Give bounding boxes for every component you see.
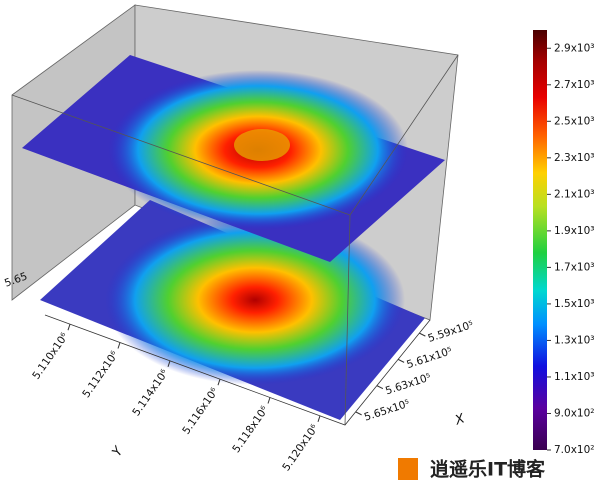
- bottom-surface-peak: [105, 215, 405, 385]
- y-tick: [67, 324, 71, 331]
- colorbar-tick-label: 2.3x10³: [554, 152, 594, 164]
- y-tick-label: 5.110x10⁶: [30, 331, 71, 382]
- y-tick: [167, 360, 171, 367]
- colorbar-tick-label: 1.7x10³: [554, 261, 594, 273]
- x-tick: [376, 385, 384, 390]
- colorbar-tick-label: 7.0x10²: [554, 444, 594, 456]
- y-tick: [317, 415, 321, 422]
- x-tick: [419, 332, 426, 337]
- colorbar-tick-label: 1.5x10³: [554, 298, 594, 310]
- colorbar: [533, 30, 547, 450]
- colorbar-tick-label: 2.5x10³: [554, 115, 594, 127]
- colorbar-tick-label: 2.9x10³: [554, 42, 594, 54]
- y-tick: [217, 379, 221, 386]
- y-tick-label: 5.112x10⁶: [80, 349, 121, 400]
- x-tick-label: 5.61x10⁵: [405, 345, 454, 371]
- y-tick: [117, 342, 121, 349]
- colorbar-tick-label: 1.9x10³: [554, 225, 594, 237]
- plot-box: [11, 4, 459, 426]
- colorbar-tick-label: 1.3x10³: [554, 334, 594, 346]
- y-tick-label: 5.116x10⁶: [180, 386, 221, 437]
- x-axis-title: X: [452, 411, 467, 429]
- x-tick: [355, 411, 362, 416]
- logo-icon: [398, 458, 418, 480]
- y-tick-label: 5.120x10⁶: [280, 422, 321, 473]
- x-tick-label: 5.59x10⁵: [427, 319, 476, 345]
- colorbar-tick-label: 2.1x10³: [554, 188, 594, 200]
- colorbar-tick-label: 2.7x10³: [554, 79, 594, 91]
- colorbar-tick-label: 1.1x10³: [554, 371, 594, 383]
- x-tick-label: 5.65x10⁵: [363, 398, 412, 424]
- x-tick-label: 5.63x10⁵: [384, 371, 433, 397]
- crater: [234, 129, 290, 161]
- x-tick: [397, 358, 405, 363]
- y-tick-label: 5.118x10⁶: [230, 404, 271, 455]
- axis-line: [44, 314, 431, 426]
- box-edge: [344, 214, 351, 426]
- y-tick: [267, 397, 271, 404]
- watermark: 逍遥乐IT博客: [430, 458, 546, 481]
- y-axis-title: Y: [110, 444, 127, 460]
- colorbar-tick-label: 9.0x10²: [554, 407, 594, 419]
- y-tick-label: 5.114x10⁶: [130, 367, 171, 418]
